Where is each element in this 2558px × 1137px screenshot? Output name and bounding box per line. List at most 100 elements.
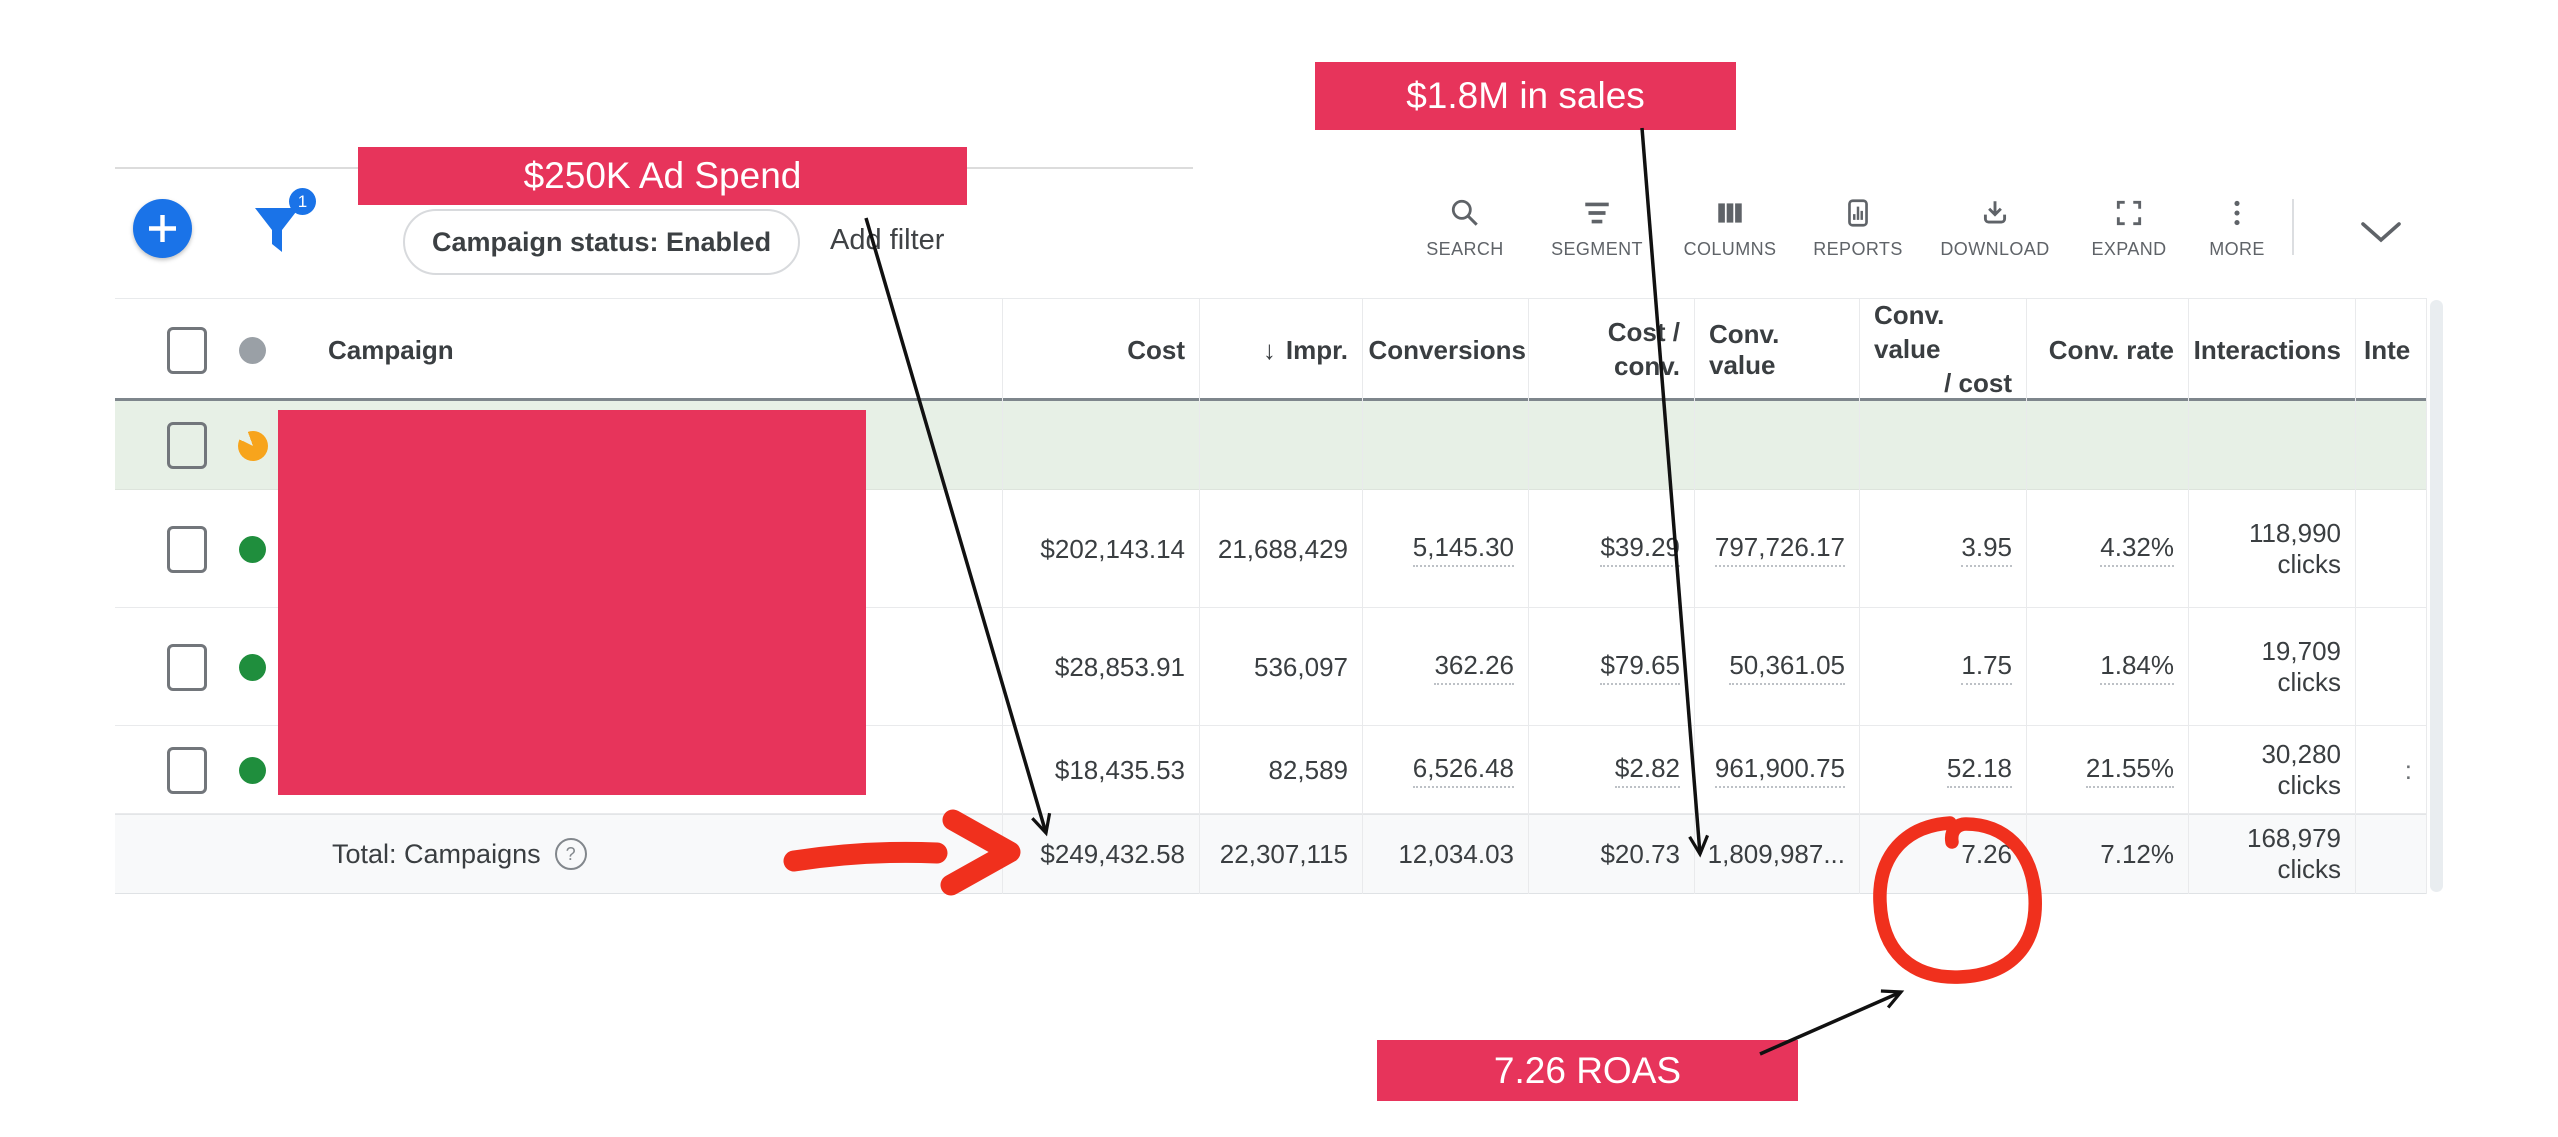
help-icon[interactable]: ? (554, 838, 587, 870)
cell-interactions: 30,280 clicks (2188, 726, 2355, 814)
cell-cost-per-conv[interactable]: $39.29 (1528, 490, 1694, 608)
row-checkbox[interactable] (167, 643, 207, 691)
column-header-cost[interactable]: Cost (1002, 299, 1199, 401)
total-conv-rate: 7.12% (2026, 814, 2188, 894)
campaign-status-filter-chip[interactable]: Campaign status: Enabled (403, 209, 801, 275)
status-column-icon (239, 336, 266, 364)
cell-conv-value[interactable]: 50,361.05 (1694, 608, 1859, 726)
total-conversions: 12,034.03 (1362, 814, 1528, 894)
cell-conversions (1362, 401, 1528, 490)
column-header-conversions[interactable]: Conversions (1362, 299, 1528, 401)
total-impressions: 22,307,115 (1199, 814, 1362, 894)
total-cost-per-conv: $20.73 (1528, 814, 1694, 894)
cell-cost: $202,143.14 (1002, 490, 1199, 608)
cell-partial (2355, 490, 2427, 608)
cell-conv-value-per-cost[interactable]: 3.95 (1859, 490, 2026, 608)
header-checkbox[interactable] (167, 326, 207, 374)
cell-conv-rate[interactable]: 21.55% (2026, 726, 2188, 814)
cell-cost-per-conv (1528, 401, 1694, 490)
cell-impressions: 536,097 (1199, 608, 1362, 726)
cell-cost-per-conv[interactable]: $2.82 (1528, 726, 1694, 814)
filter-chip-label: Campaign status: Enabled (432, 226, 772, 257)
column-header-conv-rate[interactable]: Conv. rate (2026, 299, 2188, 401)
row-checkbox[interactable] (167, 746, 207, 794)
status-limited-icon (237, 430, 268, 461)
row-checkbox[interactable] (167, 525, 207, 573)
column-header-conv-value-per-cost[interactable]: Conv. value / cost (1859, 299, 2026, 401)
column-header-impressions[interactable]: ↓ Impr. (1199, 299, 1362, 401)
toolbar-button-download[interactable]: DOWNLOAD (1939, 197, 2051, 260)
toolbar-label-more: MORE (2209, 239, 2265, 259)
cell-cost: $28,853.91 (1002, 608, 1199, 726)
total-row-label: Total: Campaigns (332, 838, 541, 869)
cell-conversions[interactable]: 362.26 (1362, 608, 1528, 726)
expand-icon (2116, 200, 2142, 226)
cell-conv-rate[interactable]: 1.84% (2026, 608, 2188, 726)
annotation-box-sales: $1.8M in sales (1315, 62, 1736, 130)
column-header-cost-per-conv[interactable]: Cost / conv. (1528, 299, 1694, 401)
cell-conv-rate[interactable]: 4.32% (2026, 490, 2188, 608)
total-conv-value-per-cost: 7.26 (1859, 814, 2026, 894)
cell-conversions[interactable]: 6,526.48 (1362, 726, 1528, 814)
column-header-conv-value[interactable]: Conv. value (1694, 299, 1859, 401)
toolbar-label-download: DOWNLOAD (1940, 239, 2050, 259)
toolbar-button-segment[interactable]: SEGMENT (1541, 197, 1653, 260)
column-header-interactions[interactable]: Interactions (2188, 299, 2355, 401)
toolbar-button-expand[interactable]: EXPAND (2073, 197, 2185, 260)
add-filter-button[interactable]: Add filter (830, 224, 945, 256)
cell-conversions[interactable]: 5,145.30 (1362, 490, 1528, 608)
toolbar-button-columns[interactable]: COLUMNS (1674, 197, 1786, 260)
more-vertical-icon (2234, 200, 2240, 226)
column-header-campaign[interactable]: Campaign (328, 334, 454, 365)
status-enabled-icon (239, 653, 266, 681)
toolbar-label-columns: COLUMNS (1683, 239, 1777, 259)
annotation-box-roas: 7.26 ROAS (1377, 1040, 1798, 1101)
segment-icon (1585, 202, 1609, 224)
filter-count-badge: 1 (289, 188, 316, 215)
toolbar-label-reports: REPORTS (1813, 239, 1903, 259)
add-campaign-button[interactable] (133, 199, 192, 258)
cell-cost: $18,435.53 (1002, 726, 1199, 814)
plus-icon (149, 215, 176, 242)
cell-impressions: 21,688,429 (1199, 490, 1362, 608)
row-checkbox[interactable] (167, 422, 207, 469)
cell-partial (2355, 814, 2427, 894)
toolbar-divider (2292, 199, 2294, 255)
cell-cost (1002, 401, 1199, 490)
search-icon (1451, 199, 1478, 226)
toolbar-label-more-options: EXPAND (2091, 239, 2167, 259)
vertical-scrollbar[interactable] (2430, 300, 2443, 892)
cell-conv-value[interactable]: 961,900.75 (1694, 726, 1859, 814)
toolbar-button-search[interactable]: SEARCH (1409, 197, 1521, 260)
campaign-names-redaction-box (278, 410, 866, 795)
chevron-down-icon (2361, 222, 2401, 243)
toolbar-button-reports[interactable]: REPORTS (1802, 197, 1914, 260)
filter-button[interactable]: 1 (250, 188, 316, 258)
cell-conv-value[interactable]: 797,726.17 (1694, 490, 1859, 608)
cell-impressions: 82,589 (1199, 726, 1362, 814)
cell-conv-rate (2026, 401, 2188, 490)
cell-interactions: 118,990 clicks (2188, 490, 2355, 608)
reports-icon (1848, 199, 1868, 227)
cell-interactions (2188, 401, 2355, 490)
table-header-row (115, 299, 2427, 401)
column-header-interactions-partial[interactable]: Inte (2355, 299, 2427, 401)
cell-conv-value-per-cost[interactable]: 52.18 (1859, 726, 2026, 814)
cell-conv-value-per-cost[interactable]: 1.75 (1859, 608, 2026, 726)
table-row (115, 726, 2427, 814)
cell-impressions (1199, 401, 1362, 490)
cell-conv-value-per-cost (1859, 401, 2026, 490)
cell-partial (2355, 401, 2427, 490)
cell-partial: : (2355, 726, 2427, 814)
toolbar-button-more[interactable]: MORE (2181, 197, 2293, 260)
collapse-toolbar-button[interactable] (2360, 221, 2402, 250)
total-cost: $249,432.58 (1002, 814, 1199, 894)
cell-partial (2355, 608, 2427, 726)
sort-descending-icon: ↓ (1262, 334, 1276, 365)
status-enabled-icon (239, 535, 266, 563)
total-interactions: 168,979 clicks (2188, 814, 2355, 894)
status-enabled-icon (239, 756, 266, 784)
filter-funnel-icon (255, 208, 299, 252)
cell-cost-per-conv[interactable]: $79.65 (1528, 608, 1694, 726)
